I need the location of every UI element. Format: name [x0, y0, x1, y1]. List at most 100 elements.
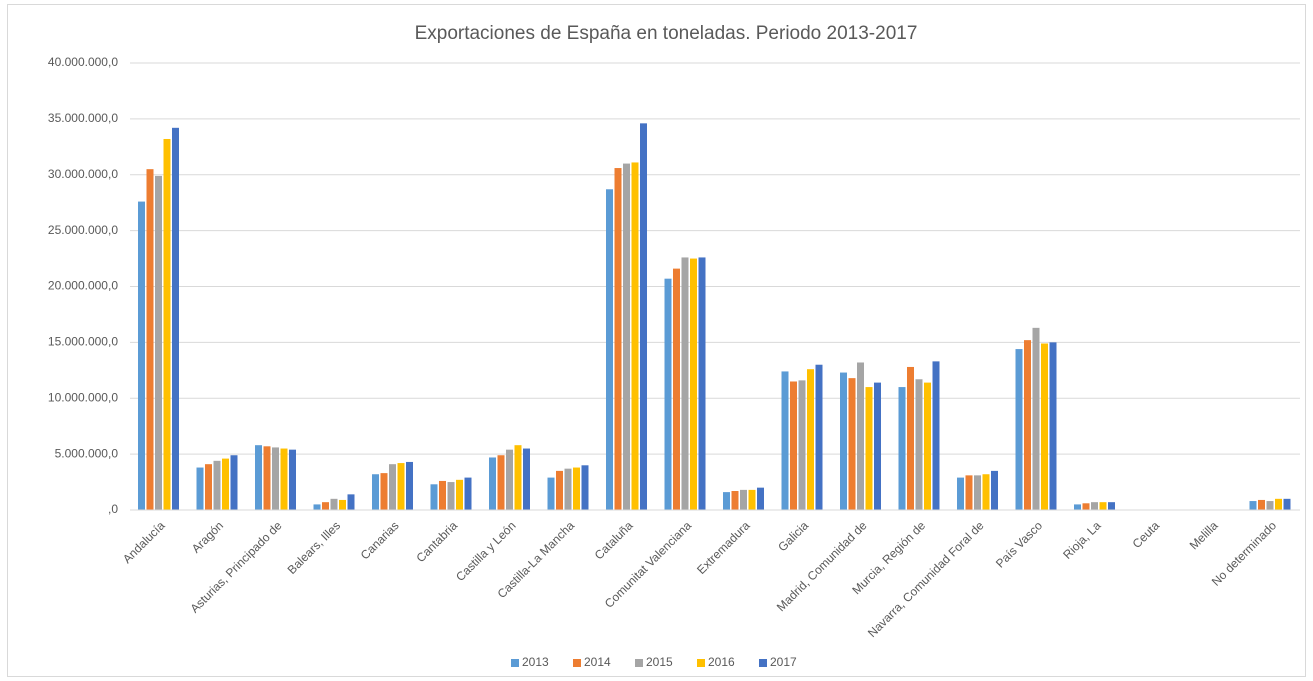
bar — [213, 460, 221, 510]
bar — [146, 169, 154, 510]
legend-swatch — [635, 659, 643, 667]
bar — [723, 492, 730, 510]
bar — [840, 372, 847, 510]
bar — [430, 484, 438, 510]
bar — [865, 387, 873, 510]
bar — [781, 371, 789, 510]
bar — [280, 448, 288, 510]
bar — [230, 455, 238, 510]
bar — [347, 494, 355, 510]
bar — [1091, 502, 1098, 510]
bar — [673, 268, 680, 510]
bar — [397, 463, 405, 510]
legend-swatch — [697, 659, 705, 667]
bar — [205, 464, 212, 510]
bar — [991, 470, 998, 510]
bar — [322, 502, 329, 510]
bar — [1266, 501, 1274, 510]
bar — [731, 491, 739, 510]
bar — [798, 380, 806, 510]
bar — [1049, 342, 1057, 510]
y-tick-label: 5.000.000,0 — [55, 446, 119, 460]
y-tick-label: 40.000.000,0 — [48, 55, 118, 69]
bar — [623, 163, 630, 510]
legend-label: 2017 — [770, 655, 797, 669]
bar — [965, 475, 973, 510]
bar — [974, 475, 981, 510]
chart-border — [7, 4, 1306, 677]
bar — [898, 387, 906, 510]
bar — [681, 257, 689, 510]
bar — [1024, 340, 1031, 510]
bar — [289, 449, 296, 510]
bar — [757, 487, 764, 510]
y-tick-label: 10.000.000,0 — [48, 390, 118, 404]
bar — [1015, 349, 1023, 510]
bar — [255, 445, 262, 510]
bar — [932, 361, 940, 510]
bar — [1041, 343, 1048, 510]
bar — [272, 447, 279, 510]
bar — [815, 364, 823, 510]
legend-label: 2013 — [522, 655, 549, 669]
bar — [982, 474, 990, 510]
bar — [1074, 504, 1081, 510]
bar — [1099, 502, 1107, 510]
bar — [664, 278, 672, 510]
bar — [172, 127, 179, 510]
legend-label: 2014 — [584, 655, 611, 669]
bar — [907, 366, 914, 510]
bar — [439, 480, 446, 510]
bar — [380, 473, 388, 510]
bar — [330, 498, 338, 510]
bar — [631, 162, 639, 510]
bar — [1258, 499, 1265, 510]
bar — [447, 482, 455, 510]
bar — [1249, 501, 1257, 510]
bar — [389, 464, 396, 510]
bar — [263, 446, 271, 510]
bar — [581, 465, 589, 510]
y-tick-label: 20.000.000,0 — [48, 279, 118, 293]
bar — [155, 175, 162, 510]
bar — [138, 201, 145, 510]
bar — [1283, 498, 1291, 510]
y-tick-label: 15.000.000,0 — [48, 335, 118, 349]
y-tick-label: 30.000.000,0 — [48, 167, 118, 181]
bar — [573, 467, 580, 510]
bar — [698, 257, 706, 510]
bar — [556, 470, 563, 510]
y-tick-label: ,0 — [108, 502, 118, 516]
bar — [690, 258, 697, 510]
legend-label: 2016 — [708, 655, 735, 669]
bar — [497, 455, 505, 510]
bar — [957, 477, 964, 510]
bar — [506, 449, 513, 510]
bar — [372, 474, 379, 510]
bar — [748, 489, 756, 510]
bar — [523, 448, 530, 510]
bar — [1082, 503, 1090, 510]
bar — [1108, 502, 1115, 510]
bar — [640, 123, 647, 510]
bar — [564, 468, 572, 510]
bar — [807, 369, 814, 510]
legend-swatch — [511, 659, 519, 667]
chart-title: Exportaciones de España en toneladas. Pe… — [415, 23, 918, 44]
bar — [339, 499, 346, 510]
bar — [547, 477, 555, 510]
legend-swatch — [759, 659, 767, 667]
bar — [740, 489, 747, 510]
bar — [790, 381, 797, 510]
bar — [196, 467, 204, 510]
bar — [464, 477, 472, 510]
bar — [606, 189, 613, 510]
bar — [874, 382, 881, 510]
bar — [489, 457, 496, 510]
bar — [222, 458, 229, 510]
bar — [313, 504, 321, 510]
bar — [514, 445, 522, 510]
y-tick-label: 25.000.000,0 — [48, 223, 118, 237]
bar — [1275, 498, 1282, 510]
